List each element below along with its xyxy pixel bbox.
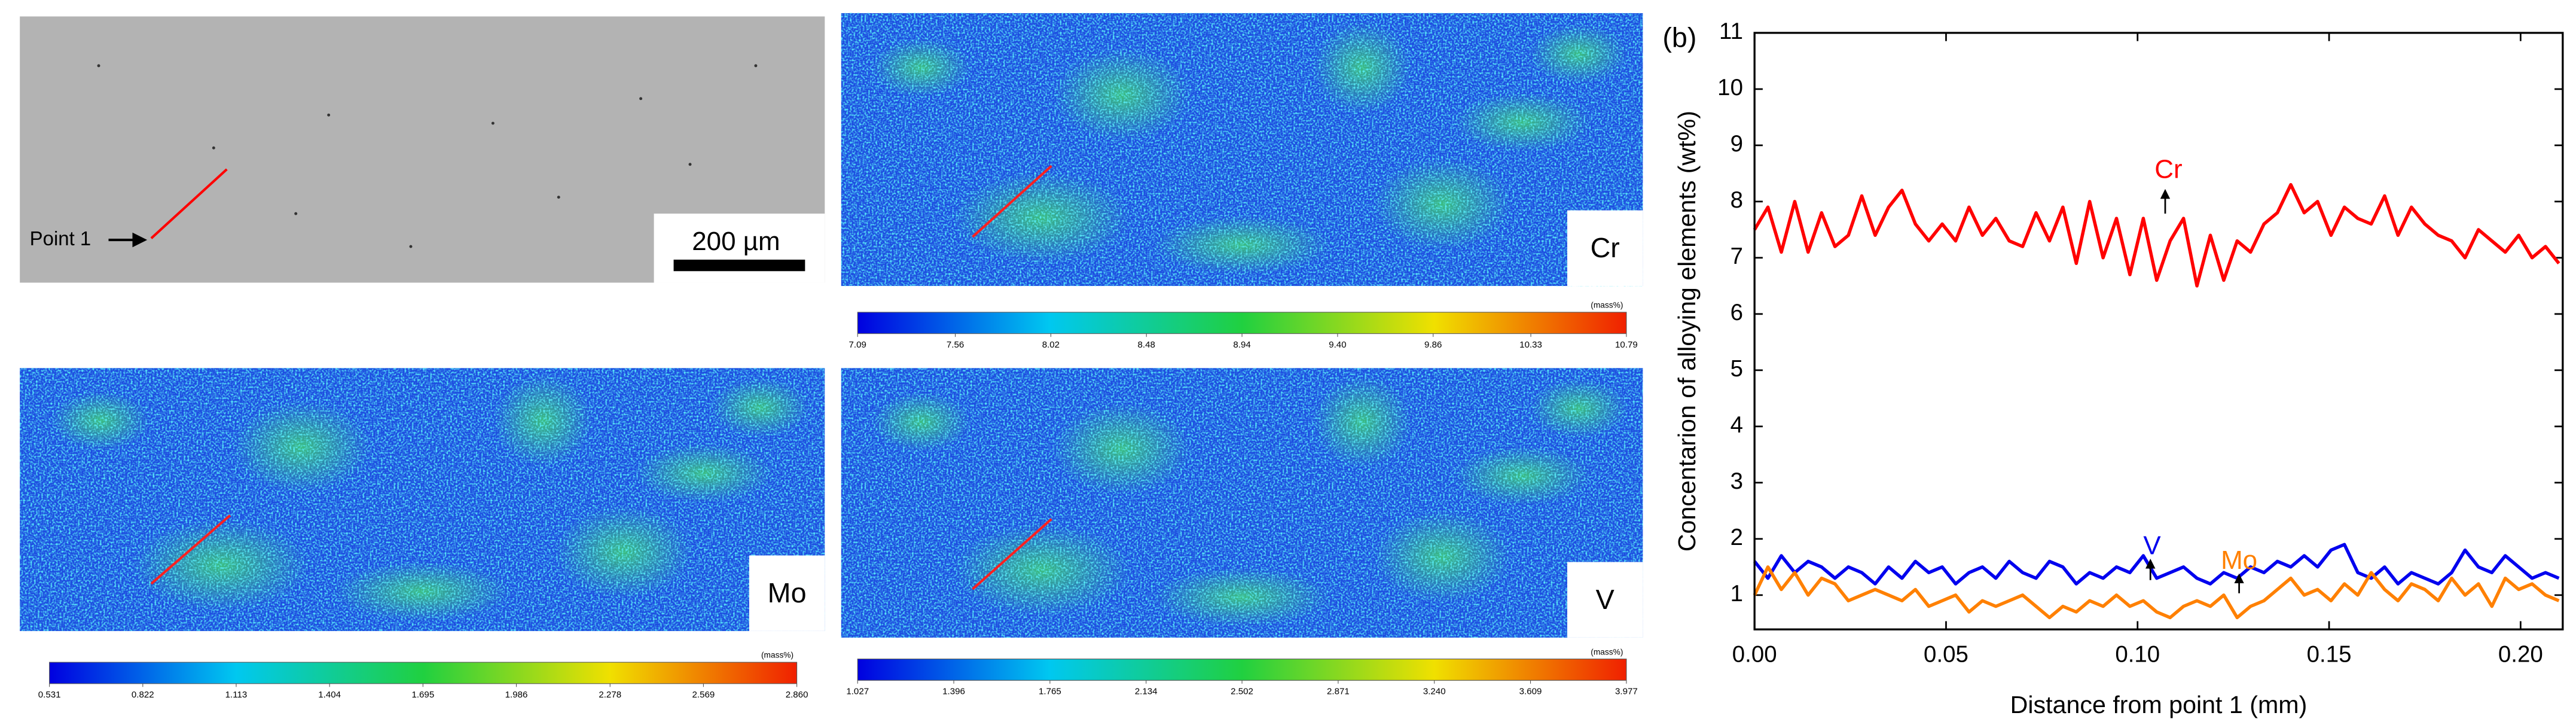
particle	[97, 64, 100, 68]
element-label: Mo	[768, 577, 807, 608]
x-axis-label: Distance from point 1 (mm)	[2010, 691, 2308, 718]
particle	[688, 163, 692, 166]
scan-line	[972, 518, 1052, 590]
scan-line	[150, 168, 228, 239]
colorbar-tick-label: 0.531	[38, 690, 61, 700]
colorbar-tick-label: 1.396	[942, 687, 965, 697]
particle	[639, 97, 643, 100]
element-label: V	[1596, 584, 1614, 615]
element-box	[1567, 562, 1643, 638]
colorbar-tick-label: 9.86	[1424, 340, 1442, 350]
particle	[754, 64, 758, 68]
scale-label: 200 µm	[692, 227, 780, 256]
y-tick-label: 10	[1717, 75, 1743, 100]
y-tick-label: 7	[1730, 243, 1743, 269]
colorbar-tick-label: 2.502	[1231, 687, 1253, 697]
y-tick-label: 11	[1719, 19, 1743, 44]
scan-line	[150, 514, 231, 585]
series-label: Cr	[2154, 154, 2182, 184]
particle	[491, 121, 495, 125]
colorbar-tick-label: 10.33	[1519, 340, 1542, 350]
colorbar-tick-label: 8.94	[1233, 340, 1250, 350]
colorbar-tick-label: 2.871	[1327, 687, 1350, 697]
scale-bar	[673, 260, 805, 272]
colorbar-tick-label: 2.278	[599, 690, 621, 700]
x-tick-label: 0.00	[1732, 641, 1777, 667]
colorbar	[857, 659, 1627, 681]
y-tick-label: 1	[1730, 581, 1743, 607]
line-series	[1753, 565, 2560, 620]
scan-line	[972, 165, 1052, 238]
y-tick-label: 5	[1730, 356, 1743, 382]
colorbar-unit: (mass%)	[1591, 301, 1623, 310]
series-label: V	[2143, 531, 2161, 560]
x-tick-label: 0.10	[2115, 641, 2160, 667]
y-tick-label: 3	[1730, 468, 1743, 494]
colorbar-tick-label: 1.765	[1039, 687, 1061, 697]
eds-map-noise	[841, 368, 1643, 638]
colorbar	[49, 662, 798, 684]
colorbar-unit: (mass%)	[1591, 647, 1623, 656]
plot-frame	[1753, 32, 2564, 630]
element-box	[749, 555, 825, 631]
y-tick-label: 9	[1730, 131, 1743, 157]
particle	[327, 113, 331, 117]
element-box	[1567, 210, 1643, 287]
colorbar-tick-label: 9.40	[1329, 340, 1346, 350]
colorbar-tick-label: 7.09	[849, 340, 866, 350]
colorbar-tick-label: 10.79	[1615, 340, 1638, 350]
line-series	[1753, 182, 2560, 288]
y-tick-label: 2	[1730, 525, 1743, 550]
colorbar-tick-label: 1.986	[505, 690, 528, 700]
particle	[294, 212, 298, 215]
y-tick-label: 4	[1730, 412, 1743, 438]
series-label: Mo	[2221, 546, 2257, 575]
colorbar-tick-label: 1.404	[318, 690, 341, 700]
line-series	[1753, 543, 2560, 586]
point-label: Point 1	[30, 227, 91, 249]
particle	[409, 245, 413, 248]
colorbar-tick-label: 2.134	[1135, 687, 1158, 697]
colorbar-tick-label: 1.113	[225, 690, 248, 700]
eds-map-noise	[20, 368, 825, 631]
colorbar-tick-label: 2.860	[786, 690, 808, 700]
colorbar-tick-label: 0.822	[132, 690, 154, 700]
colorbar-tick-label: 3.240	[1423, 687, 1446, 697]
x-tick-label: 0.20	[2498, 641, 2543, 667]
element-label: Cr	[1591, 232, 1620, 263]
colorbar	[857, 312, 1627, 334]
x-tick-label: 0.15	[2307, 641, 2352, 667]
colorbar-unit: (mass%)	[761, 651, 793, 660]
x-tick-label: 0.05	[1924, 641, 1968, 667]
colorbar-tick-label: 1.027	[846, 687, 869, 697]
eds-map-noise	[841, 13, 1643, 287]
colorbar-tick-label: 7.56	[947, 340, 964, 350]
colorbar-tick-label: 3.977	[1615, 687, 1638, 697]
colorbar-tick-label: 8.02	[1042, 340, 1060, 350]
y-tick-label: 8	[1730, 187, 1743, 213]
y-axis-label: Concentarion of alloying elements (wt%)	[1673, 111, 1701, 552]
particle	[212, 146, 215, 150]
colorbar-tick-label: 3.609	[1519, 687, 1542, 697]
colorbar-tick-label: 8.48	[1138, 340, 1155, 350]
y-tick-label: 6	[1730, 300, 1743, 325]
colorbar-tick-label: 2.569	[692, 690, 715, 700]
particle	[557, 196, 560, 199]
colorbar-tick-label: 1.695	[411, 690, 434, 700]
panel-label: (b)	[1662, 22, 1696, 53]
